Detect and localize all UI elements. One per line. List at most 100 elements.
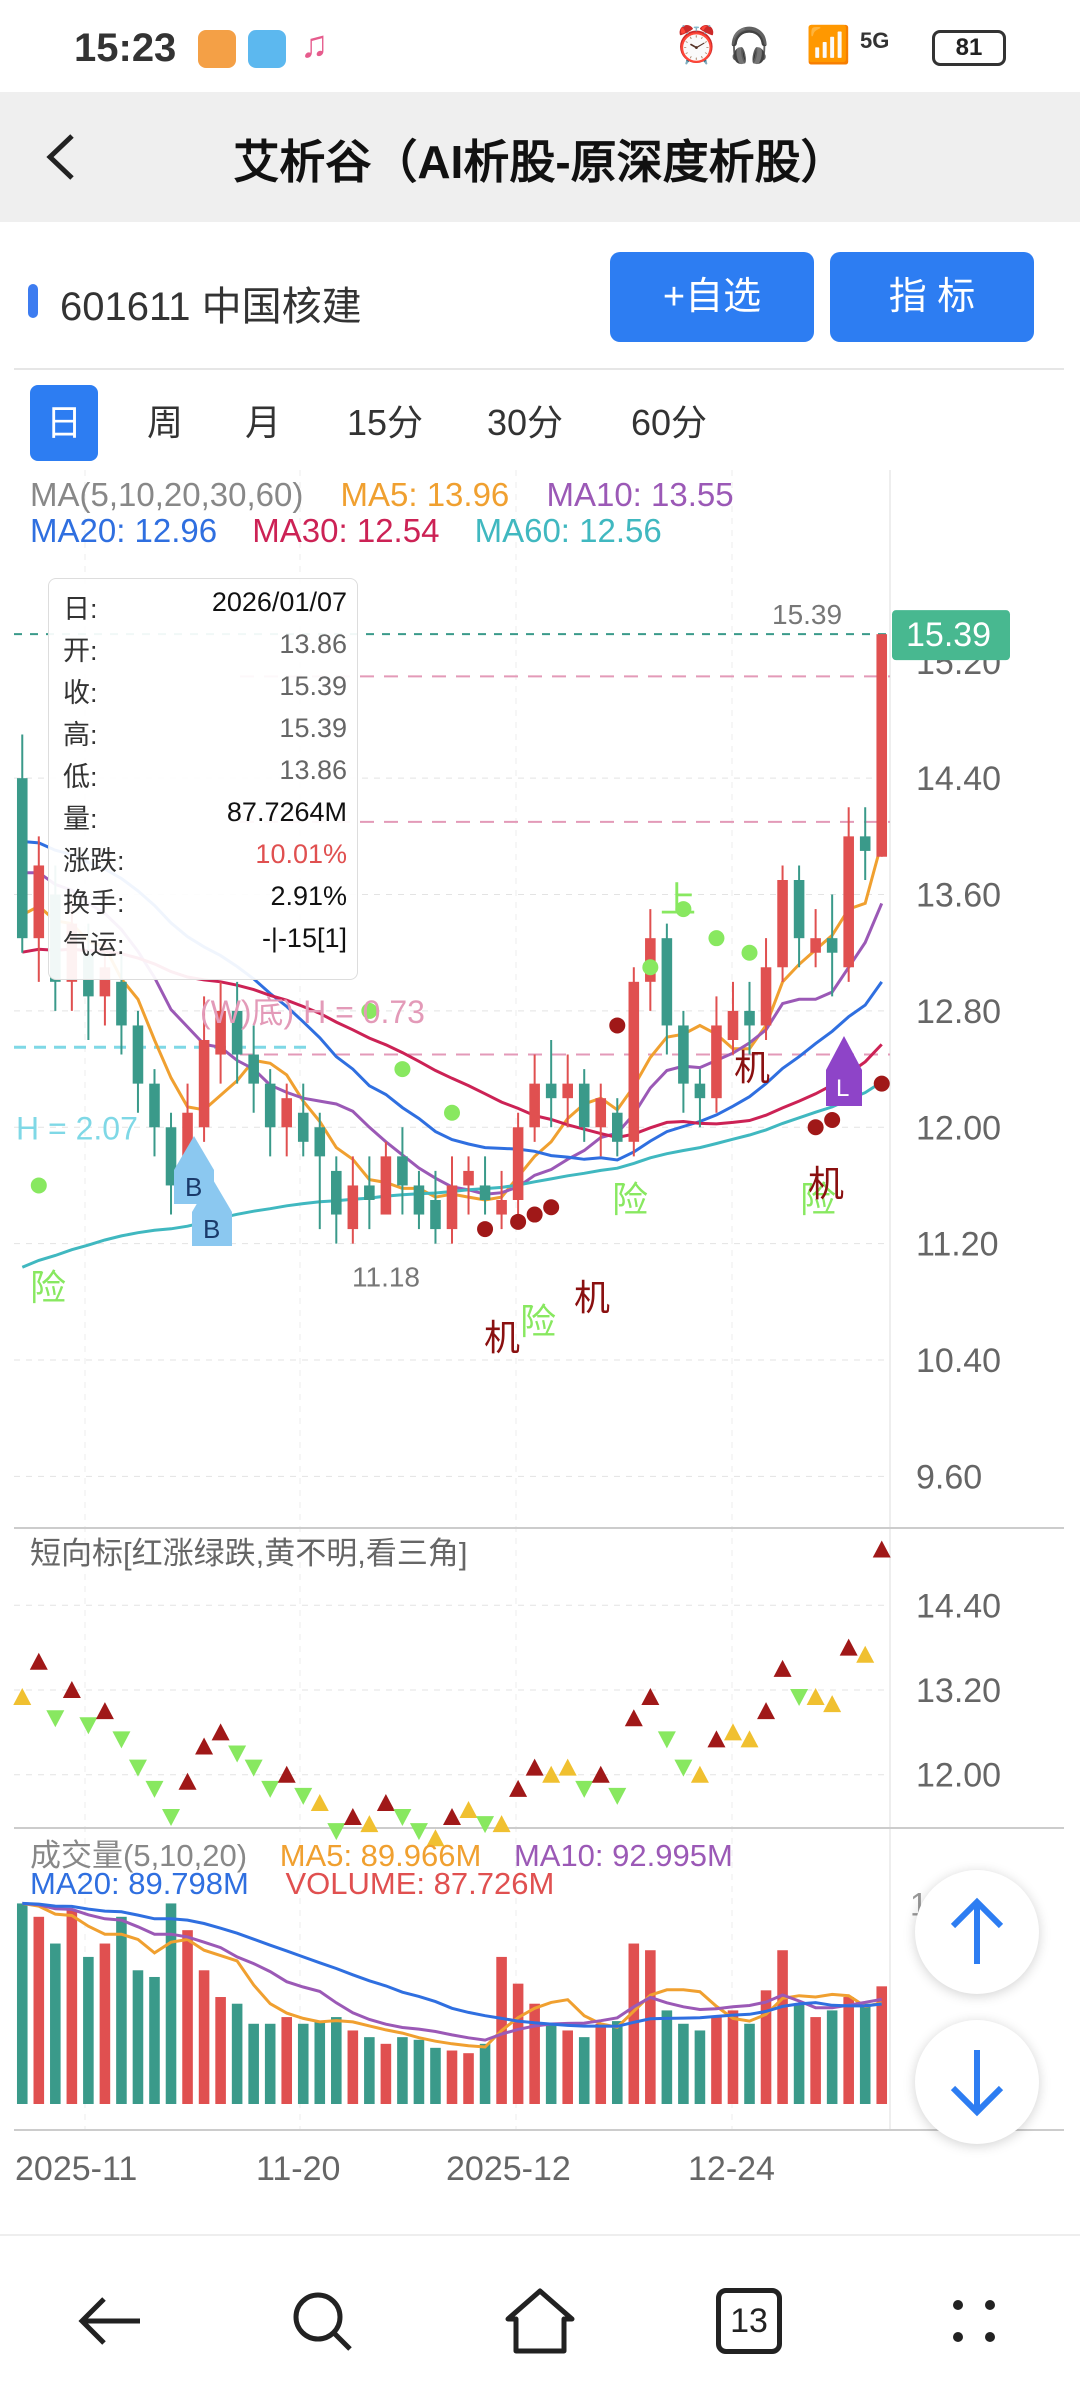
volume-bar [661, 2010, 673, 2104]
price-axis-label: 13.60 [916, 877, 1001, 915]
home-icon[interactable] [500, 2281, 580, 2361]
ma60-value: MA60: 12.56 [474, 512, 662, 549]
indicator-triangle [509, 1779, 528, 1797]
tooltip-label: 换手: [63, 888, 125, 918]
scroll-down-button[interactable] [915, 2020, 1039, 2144]
headphone-icon: 🎧 [728, 27, 771, 65]
tooltip-value: 87.7264M [226, 797, 347, 827]
volume-bar [116, 1916, 127, 2104]
risk-label: 险 [800, 1180, 836, 1221]
candle-body [545, 1083, 557, 1099]
indicator-triangle [608, 1787, 627, 1805]
buy-marker [192, 1178, 232, 1246]
alarm-icon: ⏰ [674, 24, 719, 65]
indicator-triangle [690, 1765, 709, 1783]
candle-body [331, 1170, 342, 1215]
volume-bar [810, 2017, 821, 2104]
indicator-triangle [294, 1787, 313, 1805]
more-icon[interactable] [934, 2281, 1014, 2361]
w-bottom-label: (W)底) H = 0.73 [200, 994, 425, 1030]
tooltip-row: 低: 13.86 [63, 755, 347, 795]
signal-dot [543, 1199, 560, 1216]
volume-bar [149, 1976, 160, 2104]
chance-label: 机 [734, 1048, 770, 1089]
indicator-triangle [393, 1809, 412, 1827]
tab-month[interactable]: 月 [244, 402, 281, 443]
risk-label: 险 [520, 1302, 556, 1343]
candle-body [611, 1112, 623, 1142]
price-axis-label: 10.40 [916, 1342, 1001, 1380]
volume-bar [479, 2043, 491, 2104]
volume-bar [760, 1990, 772, 2104]
signal-dot [609, 1017, 626, 1034]
page-title: 艾析谷（AI析股-原深度析股） [233, 136, 847, 188]
indicator-triangle [327, 1823, 346, 1841]
candle-body [859, 836, 871, 851]
battery-level: 81 [955, 34, 983, 61]
tooltip-row: 日: 2026/01/07 [63, 587, 347, 627]
candle-tooltip: 日: 2026/01/07 开: 13.86 收: 15.39 高: 15.39 低: 1… [48, 578, 358, 980]
indicator-triangle [29, 1652, 48, 1670]
signal-dot [675, 901, 692, 918]
tooltip-label: 气运: [63, 930, 125, 960]
candle-body [446, 1185, 458, 1230]
back-arrow-icon[interactable] [28, 122, 98, 192]
indicator-triangle [62, 1681, 81, 1698]
short-indicator-title: 短向标[红涨绿跌,黄不明,看三角] [30, 1536, 468, 1571]
candle-body [479, 1185, 491, 1200]
tooltip-row: 收: 15.39 [63, 671, 347, 711]
back-arrow-icon[interactable] [70, 2281, 150, 2361]
tab-15min[interactable]: 15分 [346, 402, 424, 443]
tooltip-label: 量: [63, 804, 98, 834]
volume-bar [99, 1943, 111, 2104]
candle-body [578, 1083, 590, 1128]
tab-30min[interactable]: 30分 [486, 402, 564, 443]
volume-bar [727, 2010, 739, 2104]
indicator-triangle [376, 1793, 395, 1811]
add-watchlist-button[interactable]: +自选 [610, 252, 814, 342]
indicator-triangle [558, 1758, 577, 1776]
indicator-triangle [79, 1717, 98, 1735]
candle-body [694, 1083, 706, 1099]
low-label: 11.18 [352, 1262, 420, 1293]
indicator-triangle [261, 1780, 280, 1798]
search-icon[interactable] [282, 2281, 362, 2361]
tooltip-label: 收: [63, 678, 98, 708]
volume-bar [413, 2039, 425, 2104]
tab-day[interactable]: 日 [30, 385, 98, 461]
candle-body [281, 1098, 293, 1128]
candle-body [727, 1010, 739, 1040]
indicator-triangle [525, 1758, 544, 1776]
scroll-up-button[interactable] [915, 1870, 1039, 1994]
accent-bar [28, 284, 38, 318]
tooltip-value: -|-15[1] [261, 923, 347, 953]
tab-week[interactable]: 周 [146, 402, 183, 443]
tab-60min[interactable]: 60分 [630, 402, 708, 443]
signal-dot [741, 944, 758, 961]
current-price-tag [892, 610, 1010, 661]
vol-ma10: MA10: 92.995M [513, 1838, 733, 1873]
candle-body [760, 967, 772, 1026]
volume-bar [397, 2037, 408, 2104]
tooltip-row: 高: 15.39 [63, 713, 347, 753]
vol-value: VOLUME: 87.726M [285, 1866, 555, 1901]
candle-body [33, 865, 45, 939]
candle-body [397, 1156, 408, 1186]
indicator-triangle [723, 1723, 742, 1741]
volume-legend-2: MA20: 89.798M VOLUME: 87.726M [30, 1866, 554, 1902]
candle-body [496, 1200, 507, 1215]
indicator-triangle [575, 1780, 594, 1798]
tabs-button[interactable]: 13 [716, 2288, 782, 2354]
candle-body [595, 1098, 607, 1128]
indicator-triangle [145, 1780, 164, 1798]
divider [14, 368, 1064, 370]
ma-legend: MA(5,10,20,30,60) MA5: 13.96 MA10: 13.55 [30, 476, 734, 514]
volume-bar [611, 2021, 623, 2104]
price-axis-label: 12.00 [916, 1109, 1001, 1147]
stock-name: 601611 中国核建 [60, 285, 362, 329]
indicator-button[interactable]: 指 标 [830, 252, 1034, 342]
buy-marker-label: B [203, 1214, 220, 1244]
candle-body [430, 1200, 441, 1230]
indicator-triangle [112, 1731, 131, 1749]
signal-dot [708, 930, 725, 947]
